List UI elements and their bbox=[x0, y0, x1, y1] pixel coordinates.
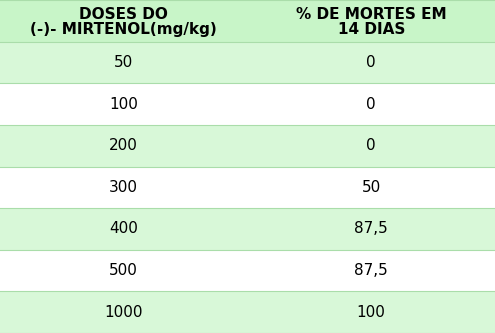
Text: 0: 0 bbox=[366, 55, 376, 70]
Bar bbox=[0, 0, 248, 42]
Bar bbox=[0, 291, 248, 333]
Bar bbox=[0, 125, 248, 166]
Bar bbox=[248, 42, 495, 83]
Bar bbox=[0, 250, 248, 291]
Bar bbox=[248, 0, 495, 42]
Bar bbox=[0, 42, 248, 83]
Text: 100: 100 bbox=[109, 97, 138, 112]
Text: % DE MORTES EM: % DE MORTES EM bbox=[296, 7, 446, 22]
Text: 50: 50 bbox=[114, 55, 133, 70]
Bar bbox=[248, 208, 495, 250]
Bar bbox=[0, 83, 248, 125]
Text: 0: 0 bbox=[366, 138, 376, 153]
Bar bbox=[248, 166, 495, 208]
Text: (-)- MIRTENOL(mg/kg): (-)- MIRTENOL(mg/kg) bbox=[30, 22, 217, 38]
Text: 300: 300 bbox=[109, 180, 138, 195]
Text: 100: 100 bbox=[357, 305, 386, 320]
Text: 14 DIAS: 14 DIAS bbox=[338, 22, 405, 38]
Bar bbox=[248, 250, 495, 291]
Bar bbox=[248, 291, 495, 333]
Bar bbox=[0, 166, 248, 208]
Text: 500: 500 bbox=[109, 263, 138, 278]
Text: 400: 400 bbox=[109, 221, 138, 236]
Text: 200: 200 bbox=[109, 138, 138, 153]
Text: 87,5: 87,5 bbox=[354, 221, 388, 236]
Bar bbox=[248, 83, 495, 125]
Text: 1000: 1000 bbox=[104, 305, 143, 320]
Bar bbox=[0, 208, 248, 250]
Text: 0: 0 bbox=[366, 97, 376, 112]
Text: 87,5: 87,5 bbox=[354, 263, 388, 278]
Text: DOSES DO: DOSES DO bbox=[79, 7, 168, 22]
Text: 50: 50 bbox=[362, 180, 381, 195]
Bar bbox=[248, 125, 495, 166]
